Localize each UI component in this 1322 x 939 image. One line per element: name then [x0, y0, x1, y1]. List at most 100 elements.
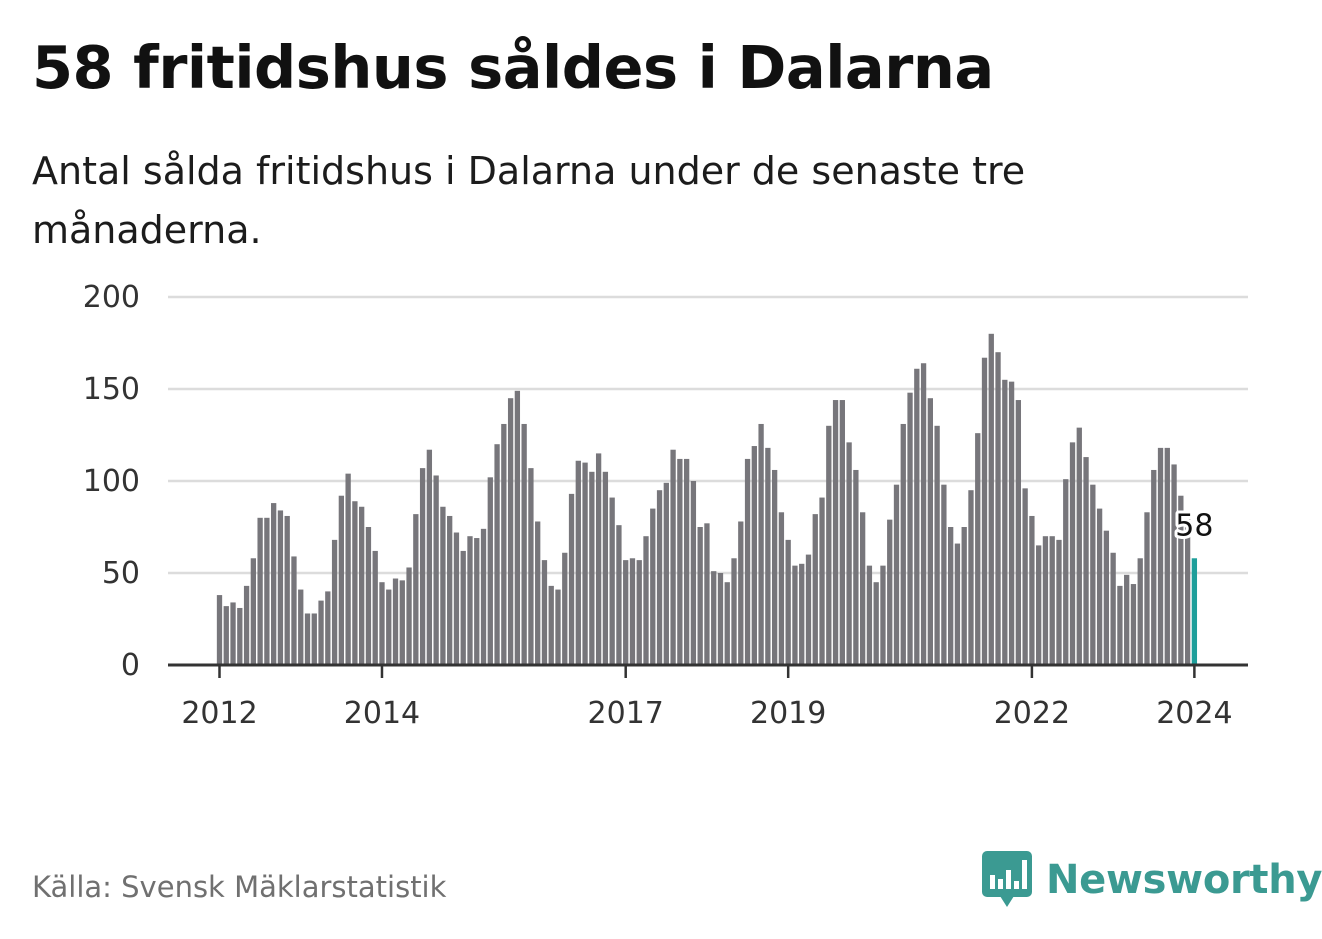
bar — [738, 521, 744, 665]
x-tick-label-2014: 2014 — [344, 696, 420, 731]
bar — [426, 449, 433, 665]
bar — [690, 481, 697, 665]
y-tick-label-0: 0 — [121, 648, 140, 683]
bar — [744, 458, 751, 665]
bar — [975, 433, 981, 665]
bar — [1157, 447, 1164, 665]
y-tick-label-100: 100 — [83, 464, 140, 499]
bar — [643, 536, 649, 665]
bar — [440, 506, 446, 665]
bar — [284, 515, 290, 665]
bar — [860, 512, 866, 665]
bar — [948, 527, 954, 665]
bar — [724, 582, 730, 665]
bar — [277, 510, 284, 665]
bar — [670, 449, 676, 665]
bar — [1076, 427, 1082, 665]
bar — [419, 468, 426, 665]
bar — [237, 607, 243, 665]
bar — [1096, 508, 1103, 665]
bar — [805, 554, 812, 665]
bar — [514, 390, 521, 665]
bar — [785, 539, 791, 665]
bar — [711, 571, 717, 665]
bar — [589, 471, 595, 665]
bar — [494, 444, 500, 665]
bar — [853, 469, 859, 665]
bar — [271, 503, 277, 665]
bar — [575, 460, 581, 665]
bar — [1049, 536, 1055, 665]
bar — [243, 585, 250, 665]
bar-highlight — [1191, 558, 1198, 665]
bar — [812, 514, 818, 665]
bar — [1117, 585, 1123, 665]
bar — [988, 333, 994, 665]
bar — [656, 490, 663, 665]
bar — [1184, 514, 1191, 665]
bar — [1110, 552, 1116, 665]
bar — [507, 398, 514, 665]
bar — [1103, 530, 1110, 665]
bar — [1002, 379, 1008, 665]
bar — [887, 519, 893, 665]
bar — [907, 392, 913, 665]
bar — [832, 400, 839, 665]
bar — [264, 517, 270, 665]
bar — [595, 453, 602, 665]
x-tick-label-2022: 2022 — [994, 696, 1070, 731]
bar — [799, 563, 805, 665]
bar — [1171, 464, 1177, 665]
bar — [230, 602, 236, 665]
bar — [765, 447, 771, 665]
bar — [399, 580, 405, 665]
x-tick-label-2017: 2017 — [588, 696, 664, 731]
bar — [663, 482, 669, 665]
bar — [650, 508, 656, 665]
newsworthy-brand[interactable]: Newsworthy — [982, 850, 1322, 910]
data-label-latest: 58 — [1175, 508, 1213, 543]
bar — [1130, 584, 1137, 665]
bar — [216, 595, 223, 665]
chart-subtitle: Antal sålda fritidshus i Dalarna under d… — [32, 149, 1026, 252]
bar — [927, 398, 933, 665]
bar — [392, 578, 399, 665]
x-axis-tick-labels: 2012 2014 2017 2019 2022 2024 — [181, 696, 1232, 731]
bar — [934, 425, 940, 665]
x-axis — [168, 663, 1248, 678]
bar — [683, 458, 690, 665]
data-labels: 58 — [1172, 505, 1216, 546]
x-tick-label-2012: 2012 — [181, 696, 257, 731]
bar — [792, 565, 798, 665]
y-tick-label-200: 200 — [83, 280, 140, 315]
bar — [1036, 545, 1042, 665]
bar — [1144, 512, 1150, 665]
bar — [521, 423, 527, 665]
bar — [1083, 457, 1089, 665]
bar — [541, 560, 548, 665]
bar — [826, 425, 832, 665]
bar — [1015, 400, 1022, 665]
bar — [629, 558, 636, 665]
bar — [291, 556, 297, 665]
bar — [548, 585, 554, 665]
bar — [1029, 515, 1035, 665]
bar — [961, 527, 967, 665]
bar — [1178, 495, 1184, 665]
bar — [697, 527, 703, 665]
bar — [433, 475, 439, 665]
bar — [1090, 484, 1096, 665]
bar — [717, 573, 724, 665]
bar — [338, 495, 345, 665]
bar — [900, 423, 906, 665]
bar — [298, 589, 304, 665]
bar — [866, 565, 873, 665]
bar — [460, 550, 466, 665]
bar — [359, 506, 365, 665]
bar — [413, 514, 419, 665]
y-tick-label-50: 50 — [102, 556, 140, 591]
bar — [771, 469, 778, 665]
bar — [616, 525, 622, 665]
bar — [304, 613, 311, 665]
bar — [941, 484, 947, 665]
